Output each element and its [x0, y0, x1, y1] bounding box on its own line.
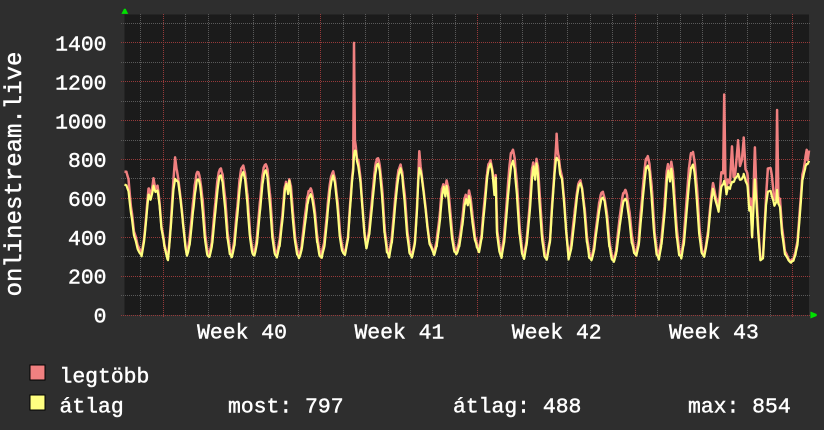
svg-text:200: 200	[68, 267, 107, 291]
svg-text:most: 797: most: 797	[228, 396, 344, 420]
svg-text:600: 600	[68, 189, 107, 213]
svg-text:onlinestream.live: onlinestream.live	[2, 52, 29, 297]
svg-text:800: 800	[68, 150, 107, 174]
svg-text:Week 43: Week 43	[669, 321, 759, 345]
svg-text:1200: 1200	[55, 72, 106, 96]
svg-text:legtöbb: legtöbb	[60, 366, 150, 390]
svg-text:max: 854: max: 854	[688, 396, 791, 420]
svg-text:Week 41: Week 41	[354, 321, 444, 345]
svg-text:Week 40: Week 40	[197, 321, 287, 345]
svg-text:átlag: átlag	[60, 396, 124, 420]
svg-text:1400: 1400	[55, 34, 106, 58]
svg-text:400: 400	[68, 228, 107, 252]
svg-text:1000: 1000	[55, 111, 106, 135]
svg-text:Week 42: Week 42	[512, 321, 602, 345]
svg-text:0: 0	[94, 306, 107, 330]
svg-text:átlag: 488: átlag: 488	[453, 396, 581, 420]
